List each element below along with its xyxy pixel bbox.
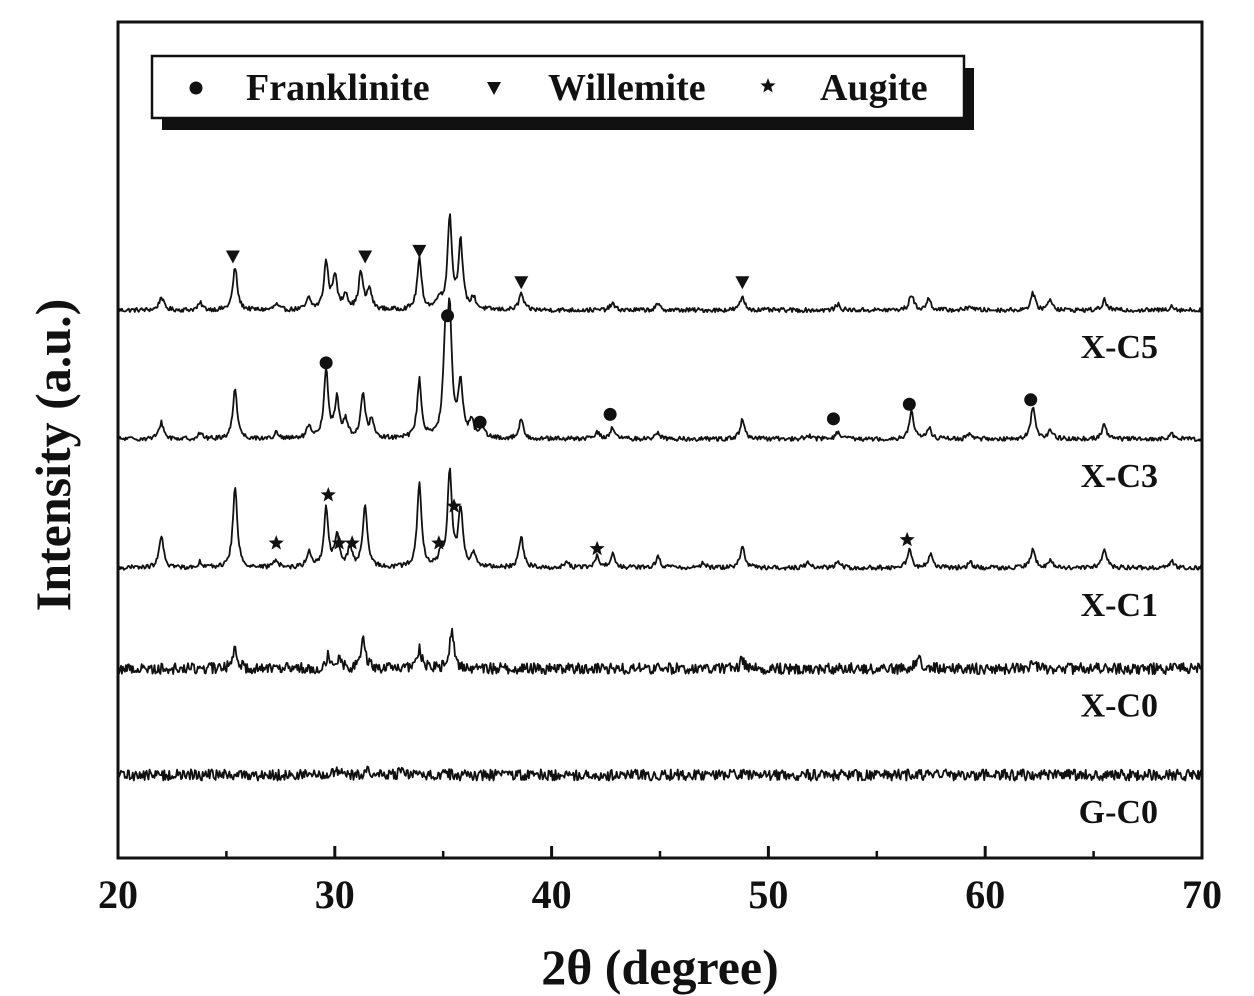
series-label-x-c1: X-C1 [1081,587,1158,624]
plot-area-border [116,20,1204,860]
legend-willemite-marker-icon [487,82,501,95]
x-tick-label: 30 [315,872,355,917]
legend-star-icon [760,78,776,93]
star-marker-icon [589,540,605,556]
series-label-x-c3: X-C3 [1081,458,1158,495]
triangle-down-marker-icon [735,276,750,290]
series-line-g-c0 [117,765,1203,782]
circle-marker-icon [441,309,455,323]
y-axis-title: Intensity (a.u.) [25,299,81,612]
circle-marker-icon [1024,393,1038,407]
circle-marker-icon [603,407,617,421]
x-tick-label: 50 [748,872,788,917]
legend-willemite-label: Willemite [548,67,706,109]
series-line-x-c5 [117,213,1203,314]
x-tick-label: 20 [98,872,138,917]
circle-marker-icon [473,415,487,429]
star-marker-icon [331,535,347,550]
triangle-down-marker-icon [412,244,427,258]
star-marker-icon [320,487,336,502]
series-label-x-c0: X-C0 [1081,688,1158,725]
legend-triangle-down-icon [487,82,501,95]
peak-markers [225,244,1038,556]
legend: Franklinite Willemite Augite [150,54,974,130]
series-line-x-c3 [117,297,1203,442]
legend-franklinite-label: Franklinite [246,67,430,109]
circle-marker-icon [902,397,916,411]
series-label-g-c0: G-C0 [1079,794,1158,831]
series-line-x-c0 [117,627,1203,676]
star-marker-icon [899,531,915,547]
series-line-x-c1 [117,467,1203,571]
triangle-down-marker-icon [225,250,240,264]
legend-augite-marker-icon [760,78,776,93]
triangle-down-marker-icon [358,250,373,264]
series-labels: X-C5 X-C3 X-C1 X-C0 G-C0 [1079,329,1158,831]
triangle-down-marker-icon [514,276,529,290]
x-tick-label: 40 [532,872,572,917]
star-marker-icon [344,535,360,550]
x-axis-ticks: 20 30 40 50 60 70 [98,846,1222,917]
plot-frame [116,20,1204,860]
circle-marker-icon [826,412,840,426]
x-tick-label: 70 [1182,872,1222,917]
series-lines [117,213,1203,782]
circle-marker-icon [319,356,333,370]
star-marker-icon [431,535,447,550]
star-marker-icon [446,498,462,513]
x-axis-title: 2θ (degree) [541,939,779,995]
legend-franklinite-marker-icon [189,81,203,95]
legend-frame [150,54,966,120]
x-tick-label: 60 [965,872,1005,917]
star-marker-icon [268,535,284,550]
series-label-x-c5: X-C5 [1081,329,1158,366]
legend-circle-icon [189,81,203,95]
legend-augite-label: Augite [820,67,928,109]
